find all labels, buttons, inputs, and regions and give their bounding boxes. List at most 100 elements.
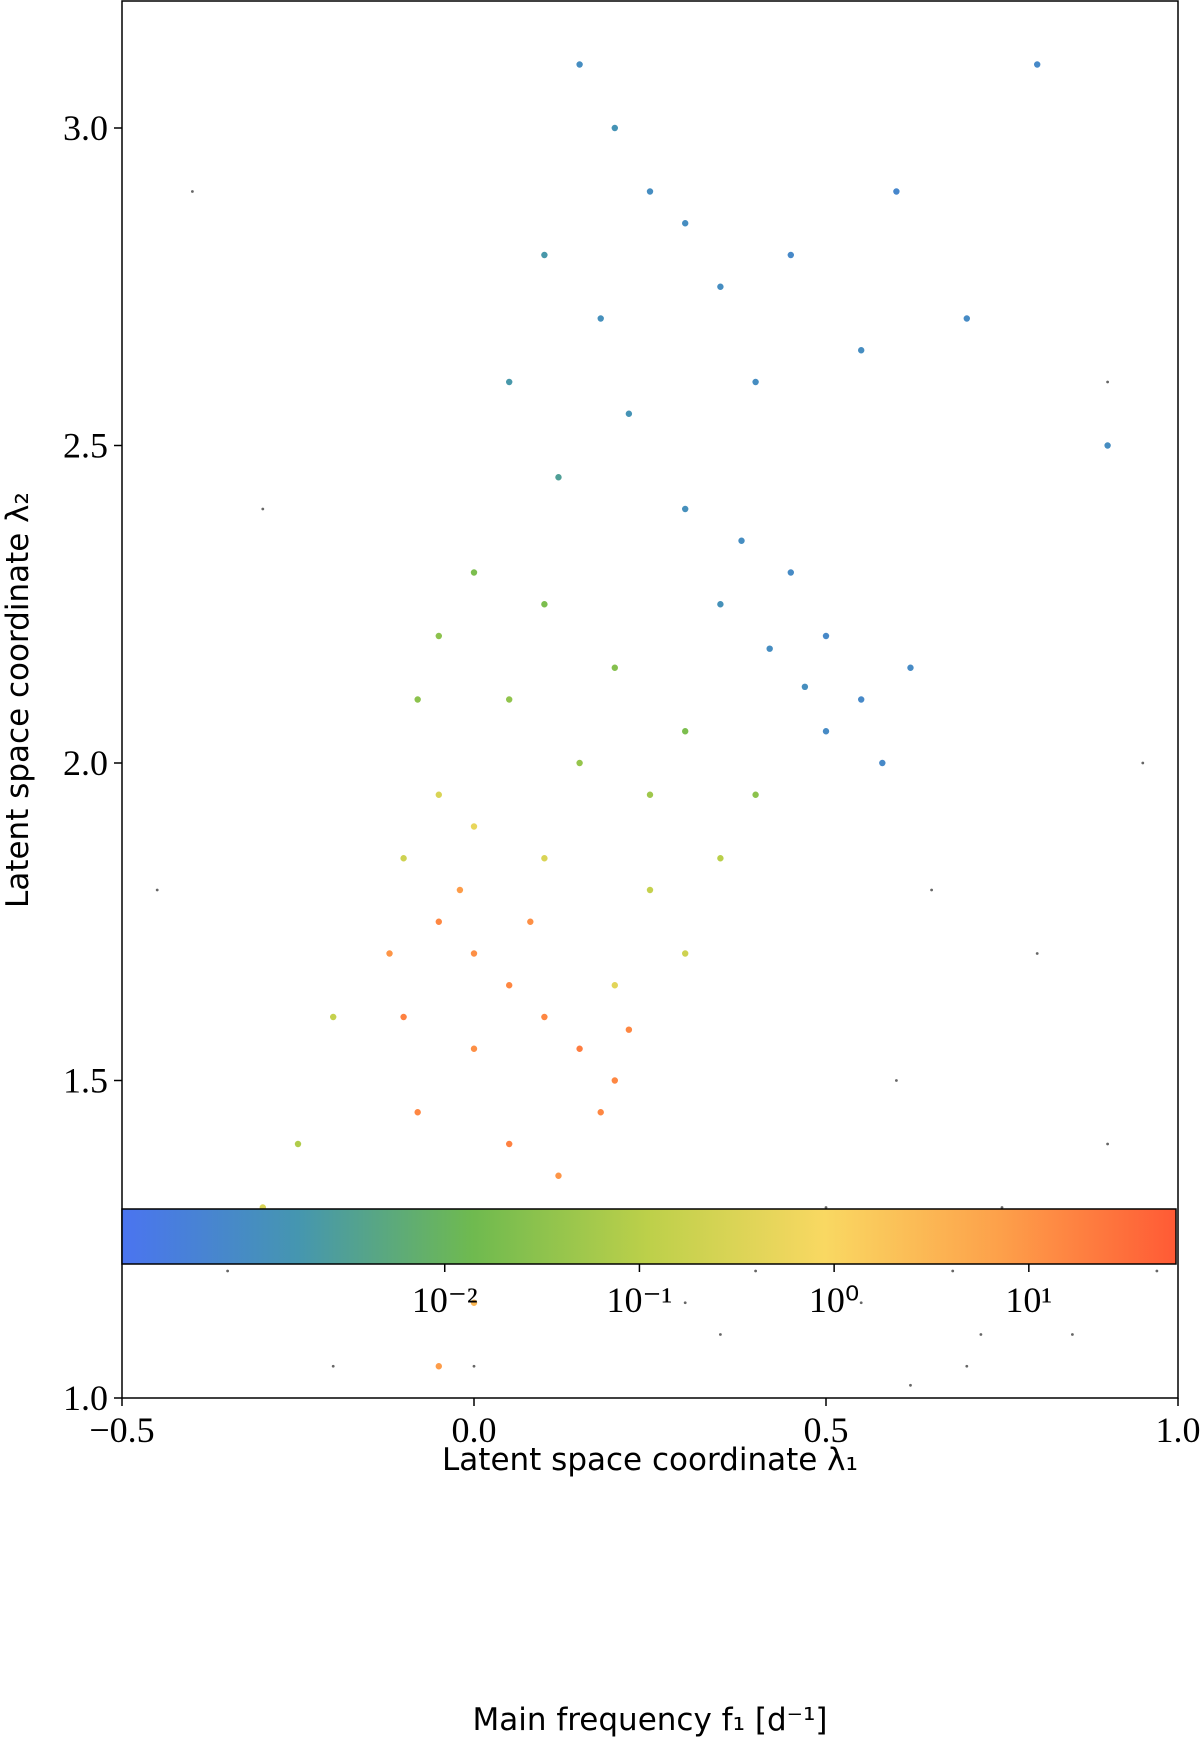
- data-point: [435, 632, 442, 640]
- data-point: [400, 1013, 407, 1021]
- data-point: [682, 950, 689, 957]
- background-point: [754, 1269, 757, 1273]
- data-point: [963, 315, 970, 322]
- data-point: [470, 950, 478, 957]
- data-point: [506, 982, 513, 989]
- data-point: [858, 696, 865, 703]
- background-point: [331, 1364, 335, 1368]
- background-point: [824, 1206, 828, 1209]
- background-point: [979, 1333, 983, 1336]
- data-point: [576, 1045, 583, 1052]
- data-point: [611, 982, 618, 989]
- data-point: [893, 188, 900, 195]
- data-point: [646, 886, 654, 894]
- data-point: [907, 664, 914, 671]
- background-point: [930, 888, 933, 892]
- data-point: [717, 601, 724, 608]
- background-point: [191, 190, 194, 193]
- data-point: [766, 645, 773, 652]
- data-point: [435, 791, 442, 798]
- x-tick-label: 0.5: [804, 1410, 849, 1450]
- data-point: [541, 601, 548, 608]
- colorbar-tick-label: 10⁰: [809, 1280, 859, 1320]
- data-point: [822, 632, 830, 640]
- data-point: [506, 1140, 513, 1148]
- y-tick-label: 2.0: [63, 743, 108, 783]
- data-point: [682, 728, 689, 735]
- background-point: [965, 1364, 969, 1368]
- data-point: [470, 1299, 478, 1306]
- data-point: [555, 1172, 562, 1179]
- data-point: [435, 918, 442, 925]
- data-point: [576, 759, 583, 767]
- background-point: [1035, 952, 1039, 955]
- plot-frame: [121, 0, 1179, 1399]
- data-point: [879, 759, 886, 767]
- background-point: [1141, 761, 1145, 765]
- colorbar-label: Main frequency f₁ [d⁻¹]: [472, 1702, 827, 1738]
- data-point: [541, 855, 548, 862]
- data-point: [597, 315, 604, 322]
- y-tick-label: 3.0: [63, 108, 108, 148]
- background-point: [909, 1383, 912, 1387]
- data-point: [330, 1013, 337, 1021]
- data-point: [414, 696, 421, 703]
- data-point: [1034, 61, 1041, 68]
- x-tick-label: 1.0: [1156, 1410, 1200, 1450]
- colorbar: [121, 1208, 1177, 1265]
- background-point: [895, 1079, 898, 1082]
- data-point: [435, 1363, 442, 1370]
- data-point: [576, 61, 583, 68]
- data-point: [787, 569, 794, 576]
- data-point: [682, 220, 689, 227]
- y-tick-label: 2.5: [63, 426, 108, 466]
- data-point: [506, 378, 513, 386]
- data-point: [400, 855, 407, 862]
- data-point: [456, 886, 464, 894]
- background-point: [155, 888, 159, 892]
- background-point: [472, 1364, 476, 1368]
- background-point: [1106, 380, 1109, 384]
- data-point: [822, 728, 830, 735]
- x-tick-label: −0.5: [89, 1410, 154, 1450]
- data-point: [801, 683, 809, 690]
- data-point: [506, 696, 513, 703]
- colorbar-tick-label: 10⁻²: [412, 1280, 478, 1320]
- colorbar-tick-label: 10¹: [1005, 1280, 1052, 1320]
- data-point: [646, 188, 654, 195]
- y-axis-label: Latent space coordinate λ₂: [0, 492, 36, 908]
- data-point: [386, 950, 393, 957]
- background-point: [1106, 1142, 1109, 1146]
- data-point: [682, 505, 689, 513]
- background-point: [1155, 1269, 1159, 1273]
- background-point: [719, 1333, 722, 1336]
- data-point: [625, 1026, 633, 1033]
- data-point: [527, 918, 534, 925]
- data-point: [646, 791, 654, 798]
- data-point: [611, 124, 618, 132]
- background-point: [1000, 1206, 1004, 1209]
- background-point: [951, 1269, 955, 1273]
- data-point: [717, 283, 724, 290]
- data-point: [611, 664, 618, 671]
- data-point: [597, 1109, 604, 1116]
- data-point: [541, 251, 548, 259]
- y-tick-label: 1.0: [63, 1378, 108, 1418]
- background-point: [1071, 1333, 1074, 1336]
- data-point: [555, 474, 562, 481]
- data-point: [541, 1013, 548, 1021]
- data-point: [470, 569, 478, 576]
- x-tick-label: 0.0: [452, 1410, 497, 1450]
- data-point: [1104, 442, 1111, 449]
- data-point: [858, 347, 865, 354]
- background-point: [683, 1301, 687, 1305]
- colorbar-tick-label: 10⁻¹: [607, 1280, 673, 1320]
- data-point: [717, 855, 724, 862]
- data-point: [752, 791, 759, 798]
- y-tick-label: 1.5: [63, 1061, 108, 1101]
- background-point: [226, 1269, 230, 1273]
- data-point: [470, 1045, 478, 1052]
- data-point: [787, 251, 794, 259]
- data-point: [611, 1077, 618, 1084]
